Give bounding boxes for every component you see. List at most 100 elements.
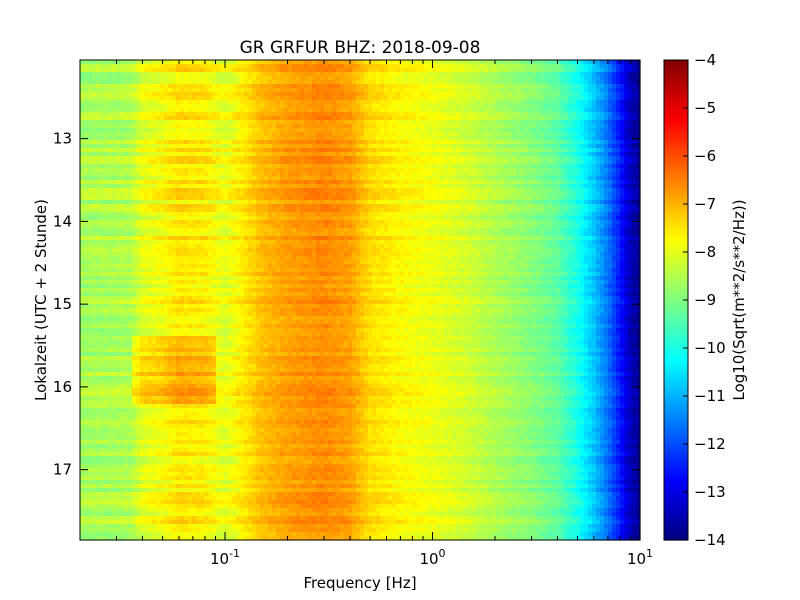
heatmap-cell (376, 152, 381, 157)
heatmap-cell (96, 172, 101, 177)
heatmap-cell (268, 60, 273, 65)
heatmap-cell (348, 188, 353, 193)
heatmap-cell (144, 68, 149, 73)
heatmap-cell (468, 168, 473, 173)
heatmap-cell (232, 200, 237, 205)
heatmap-cell (208, 140, 213, 145)
heatmap-cell (124, 188, 129, 193)
heatmap-cell (392, 64, 397, 69)
heatmap-cell (560, 80, 565, 85)
heatmap-cell (296, 104, 301, 109)
heatmap-cell (180, 100, 185, 105)
heatmap-cell (84, 192, 89, 197)
heatmap-cell (432, 68, 437, 73)
heatmap-cell (536, 60, 541, 65)
heatmap-cell (248, 60, 253, 65)
heatmap-cell (420, 180, 425, 185)
heatmap-cell (140, 64, 145, 69)
heatmap-cell (204, 104, 209, 109)
heatmap-cell (632, 168, 637, 173)
heatmap-cell (456, 84, 461, 89)
heatmap-cell (464, 72, 469, 77)
heatmap-cell (216, 156, 221, 161)
heatmap-cell (572, 196, 577, 201)
heatmap-cell (348, 128, 353, 133)
heatmap-cell (504, 180, 509, 185)
heatmap-cell (368, 104, 373, 109)
heatmap-cell (376, 68, 381, 73)
heatmap-cell (500, 80, 505, 85)
heatmap-cell (444, 128, 449, 133)
heatmap-cell (368, 152, 373, 157)
heatmap-cell (300, 112, 305, 117)
heatmap-cell (440, 148, 445, 153)
heatmap-cell (220, 164, 225, 169)
heatmap-cell (572, 68, 577, 73)
heatmap-cell (436, 188, 441, 193)
heatmap-cell (344, 72, 349, 77)
heatmap-cell (220, 108, 225, 113)
heatmap-cell (428, 160, 433, 165)
heatmap-cell (456, 108, 461, 113)
heatmap-cell (636, 148, 641, 153)
heatmap-cell (460, 108, 465, 113)
heatmap-cell (612, 192, 617, 197)
heatmap-cell (336, 60, 341, 65)
heatmap-cell (344, 160, 349, 165)
heatmap-cell (196, 112, 201, 117)
heatmap-cell (220, 148, 225, 153)
heatmap-cell (548, 148, 553, 153)
heatmap-cell (252, 156, 257, 161)
heatmap-cell (584, 124, 589, 129)
heatmap-cell (280, 140, 285, 145)
heatmap-cell (408, 112, 413, 117)
heatmap-cell (400, 108, 405, 113)
heatmap-cell (408, 148, 413, 153)
heatmap-cell (204, 164, 209, 169)
heatmap-cell (108, 176, 113, 181)
heatmap-cell (92, 68, 97, 73)
heatmap-cell (180, 156, 185, 161)
heatmap-cell (184, 80, 189, 85)
heatmap-cell (472, 108, 477, 113)
heatmap-cell (540, 68, 545, 73)
heatmap-cell (588, 92, 593, 97)
heatmap-cell (136, 144, 141, 149)
heatmap-cell (400, 60, 405, 65)
heatmap-cell (360, 108, 365, 113)
heatmap-cell (608, 160, 613, 165)
heatmap-cell (128, 140, 133, 145)
heatmap-cell (228, 152, 233, 157)
heatmap-cell (152, 120, 157, 125)
heatmap-cell (592, 112, 597, 117)
heatmap-cell (456, 136, 461, 141)
heatmap-cell (104, 96, 109, 101)
heatmap-cell (340, 188, 345, 193)
heatmap-cell (364, 108, 369, 113)
heatmap-cell (356, 148, 361, 153)
heatmap-cell (384, 76, 389, 81)
heatmap-cell (588, 116, 593, 121)
heatmap-cell (628, 152, 633, 157)
heatmap-cell (260, 196, 265, 201)
heatmap-cell (316, 68, 321, 73)
heatmap-cell (100, 148, 105, 153)
heatmap-cell (520, 188, 525, 193)
heatmap-cell (616, 176, 621, 181)
heatmap-cell (232, 100, 237, 105)
heatmap-cell (340, 200, 345, 205)
heatmap-cell (452, 152, 457, 157)
heatmap-cell (84, 128, 89, 133)
heatmap-cell (256, 180, 261, 185)
heatmap-cell (136, 80, 141, 85)
heatmap-cell (252, 84, 257, 89)
heatmap-cell (124, 96, 129, 101)
heatmap-cell (332, 160, 337, 165)
heatmap-cell (620, 192, 625, 197)
heatmap-cell (472, 92, 477, 97)
heatmap-cell (116, 112, 121, 117)
heatmap-cell (388, 68, 393, 73)
heatmap-cell (280, 184, 285, 189)
heatmap-cell (360, 200, 365, 205)
